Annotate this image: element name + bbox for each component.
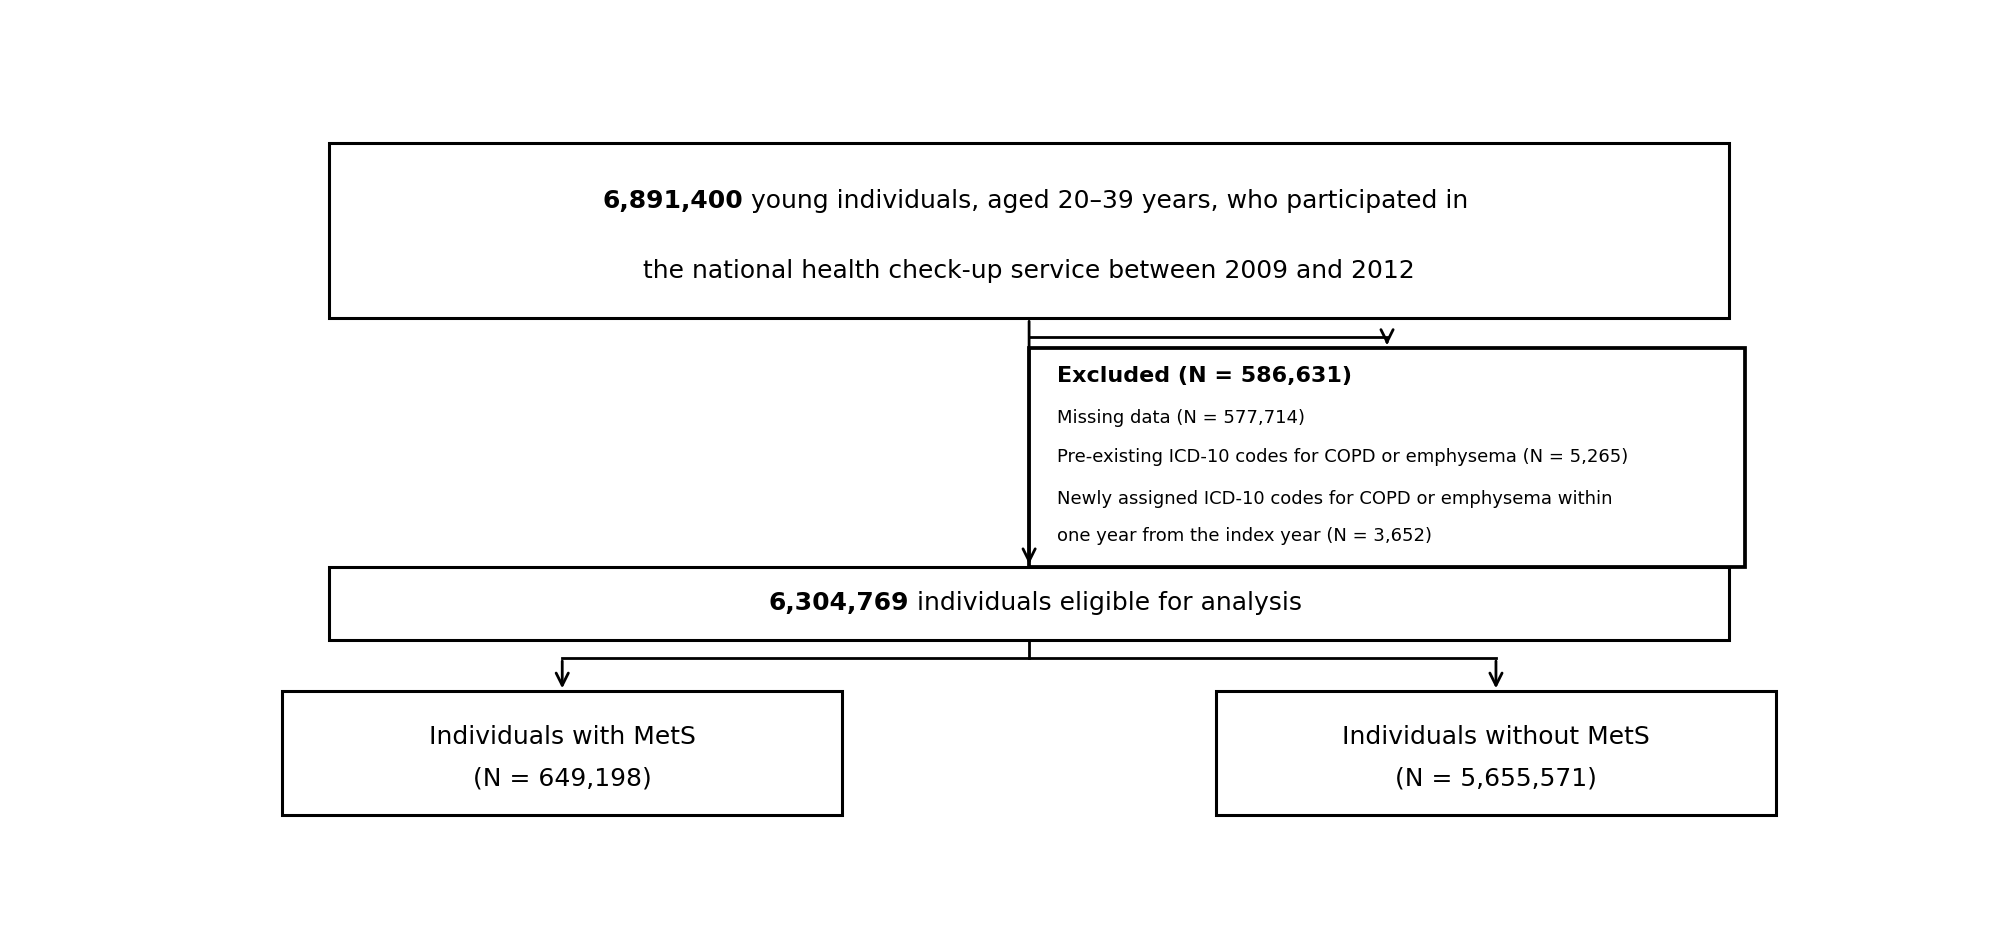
Bar (329, 567, 1728, 640)
Text: (N = 649,198): (N = 649,198) (472, 766, 652, 791)
Bar (1030, 347, 1744, 567)
Text: (N = 5,655,571): (N = 5,655,571) (1395, 766, 1596, 791)
Text: Individuals without MetS: Individuals without MetS (1341, 725, 1650, 749)
Bar (281, 691, 843, 815)
Text: Excluded (N = 586,631): Excluded (N = 586,631) (1056, 366, 1351, 386)
Text: 6,304,769: 6,304,769 (769, 591, 909, 616)
Text: 6,891,400 young individuals, aged 20–39 years, who participated in: 6,891,400 young individuals, aged 20–39 … (602, 189, 1455, 213)
Text: the national health check-up service between 2009 and 2012: the national health check-up service bet… (642, 259, 1415, 283)
Text: young individuals, aged 20–39 years, who participated in: young individuals, aged 20–39 years, who… (743, 189, 1467, 213)
Text: Missing data (N = 577,714): Missing data (N = 577,714) (1056, 409, 1305, 427)
Text: one year from the index year (N = 3,652): one year from the index year (N = 3,652) (1056, 528, 1431, 546)
Text: Newly assigned ICD-10 codes for COPD or emphysema within: Newly assigned ICD-10 codes for COPD or … (1056, 490, 1612, 508)
Text: Individuals with MetS: Individuals with MetS (429, 725, 694, 749)
Text: Pre-existing ICD-10 codes for COPD or emphysema (N = 5,265): Pre-existing ICD-10 codes for COPD or em… (1056, 448, 1628, 466)
Text: 6,891,400: 6,891,400 (602, 189, 743, 213)
Text: individuals eligible for analysis: individuals eligible for analysis (909, 591, 1303, 616)
Bar (1216, 691, 1774, 815)
Bar (329, 143, 1728, 319)
